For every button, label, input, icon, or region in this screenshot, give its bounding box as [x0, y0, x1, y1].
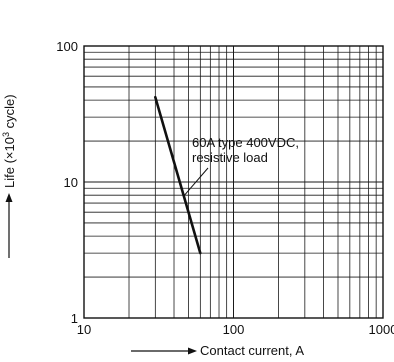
- grid-layer: [83, 45, 384, 319]
- y-axis-title: Life (×103 cycle): [1, 94, 17, 188]
- x-tick-label: 100: [223, 322, 245, 337]
- y-axis-title-group: Life (×103 cycle): [1, 94, 17, 258]
- annotation-leader-line: [184, 167, 209, 196]
- x-tick-label: 10: [77, 322, 91, 337]
- plot-frame: [83, 45, 384, 319]
- y-axis-title-superscript: 3: [1, 132, 11, 137]
- x-axis-title-group: Contact current, A: [131, 343, 304, 358]
- x-axis-arrowhead: [188, 347, 197, 355]
- annotation-layer: 60A type 400VDC,resistive load: [184, 135, 299, 196]
- y-tick-label: 1: [71, 311, 78, 326]
- y-tick-label: 100: [56, 39, 78, 54]
- annotation-line-2: resistive load: [192, 150, 268, 165]
- y-tick-label: 10: [64, 175, 78, 190]
- annotation-line-1: 60A type 400VDC,: [192, 135, 299, 150]
- x-tick-label: 1000: [369, 322, 394, 337]
- y-axis-title-tail: cycle): [2, 94, 17, 132]
- y-axis-title-main: Life (×10: [2, 137, 17, 188]
- life-curve-series: [154, 95, 202, 255]
- series-layer: [154, 95, 202, 255]
- x-axis-title: Contact current, A: [200, 343, 304, 358]
- y-axis-arrowhead: [5, 193, 13, 202]
